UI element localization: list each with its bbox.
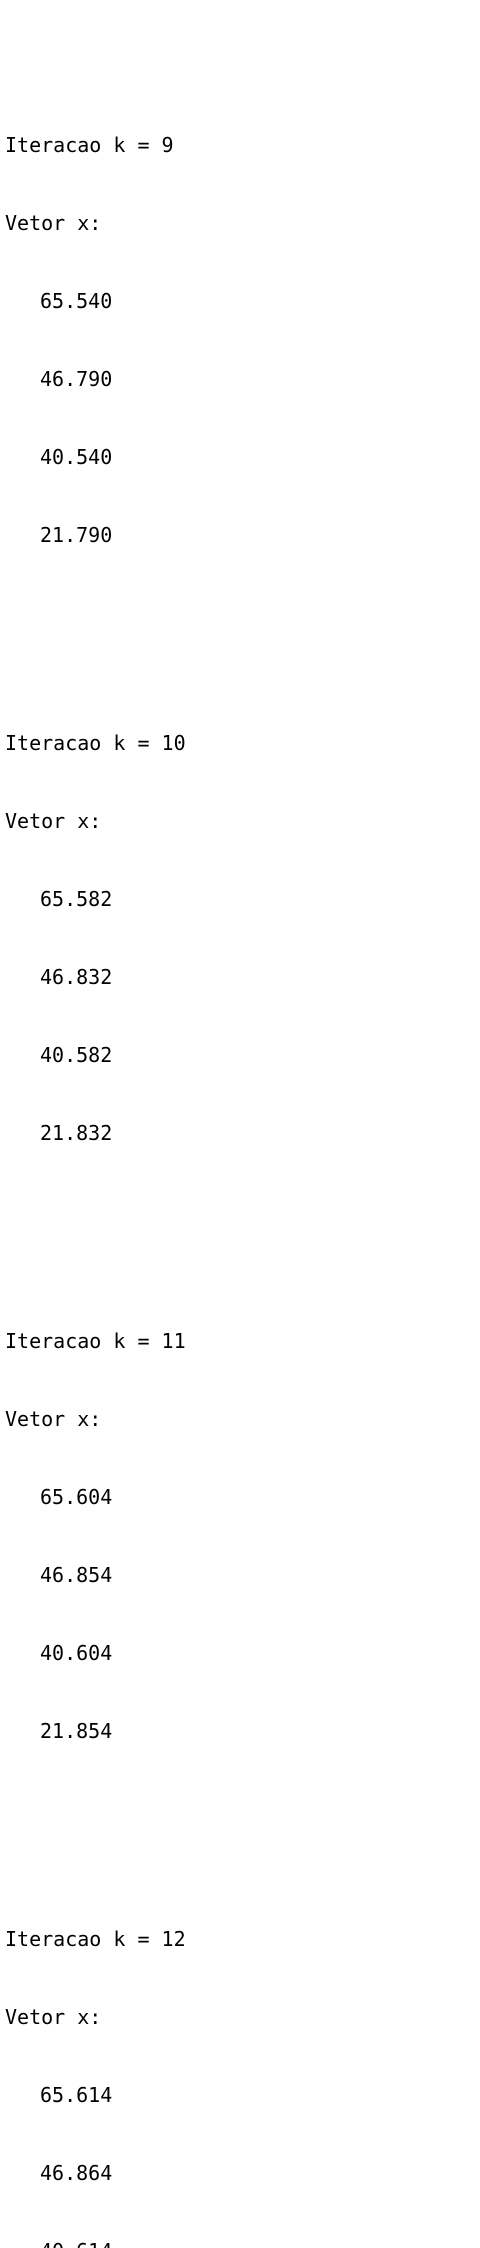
vector-value: 21.854 bbox=[40, 1719, 113, 1743]
vector-label: Vetor x: bbox=[5, 809, 102, 833]
vector-value: 21.790 bbox=[40, 523, 113, 547]
iteration-block: Iteracao k = 9 Vetor x: 65.540 46.790 40… bbox=[5, 80, 480, 600]
iteration-header: Iteracao k = 10 bbox=[5, 731, 186, 755]
vector-label: Vetor x: bbox=[5, 2005, 102, 2029]
vector-value: 46.832 bbox=[40, 965, 113, 989]
iteration-block: Iteracao k = 10 Vetor x: 65.582 46.832 4… bbox=[5, 678, 480, 1198]
console-output: Iteracao k = 9 Vetor x: 65.540 46.790 40… bbox=[5, 2, 480, 2248]
vector-value: 40.582 bbox=[40, 1043, 113, 1067]
vector-value: 46.790 bbox=[40, 367, 113, 391]
iteration-block: Iteracao k = 11 Vetor x: 65.604 46.854 4… bbox=[5, 1276, 480, 1796]
iteration-header: Iteracao k = 11 bbox=[5, 1329, 186, 1353]
vector-value: 40.604 bbox=[40, 1641, 113, 1665]
vector-value: 46.864 bbox=[40, 2161, 113, 2185]
vector-label: Vetor x: bbox=[5, 211, 102, 235]
vector-value: 65.582 bbox=[40, 887, 113, 911]
vector-value: 46.854 bbox=[40, 1563, 113, 1587]
vector-value: 40.614 bbox=[5, 2238, 480, 2248]
vector-label: Vetor x: bbox=[5, 1407, 102, 1431]
iteration-header: Iteracao k = 12 bbox=[5, 1927, 186, 1951]
iteration-block: Iteracao k = 12 Vetor x: 65.614 46.864 4… bbox=[5, 1874, 480, 2248]
vector-value: 65.604 bbox=[40, 1485, 113, 1509]
iteration-header: Iteracao k = 9 bbox=[5, 133, 174, 157]
vector-value: 65.614 bbox=[40, 2083, 113, 2107]
vector-value: 40.540 bbox=[40, 445, 113, 469]
vector-value: 65.540 bbox=[40, 289, 113, 313]
